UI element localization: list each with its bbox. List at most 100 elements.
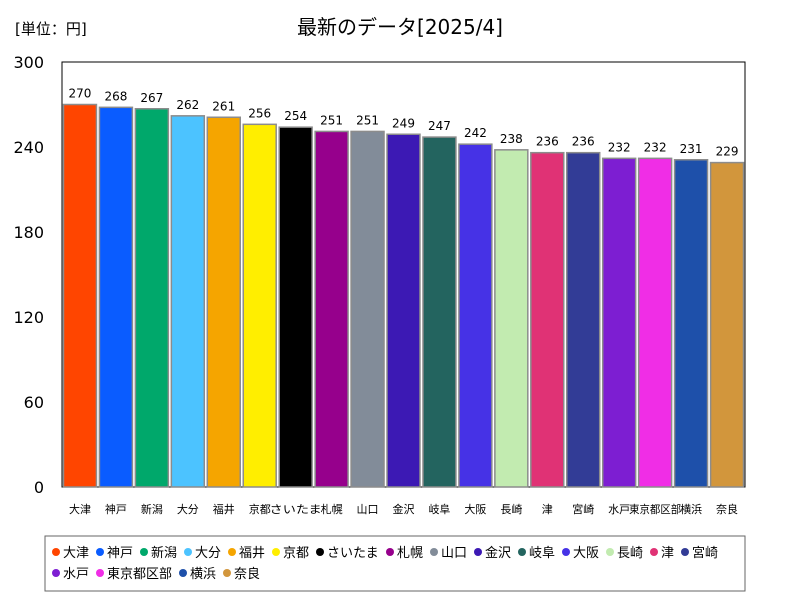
y-axis: 0 60 120 180 240 300 xyxy=(13,53,44,497)
legend-label: 神戸 xyxy=(107,546,133,561)
legend-label: 津 xyxy=(661,546,674,561)
bar-さいたま xyxy=(278,126,313,488)
data-label: 247 xyxy=(428,119,451,133)
legend-label: 大阪 xyxy=(573,546,599,561)
chart-title: 最新のデータ[2025/4] xyxy=(297,15,503,39)
bar-札幌 xyxy=(314,130,349,488)
legend-label: 札幌 xyxy=(397,545,423,561)
x-tick-label: 大津 xyxy=(69,502,91,516)
x-tick-label: 大分 xyxy=(177,502,199,516)
legend-label: 大分 xyxy=(195,546,221,561)
x-tick-label: 札幌 xyxy=(321,502,343,516)
legend-marker xyxy=(52,569,60,577)
legend-label: 奈良 xyxy=(234,566,260,582)
legend-label: 大津 xyxy=(63,546,89,561)
legend-label: 岐阜 xyxy=(529,545,555,561)
x-tick-label: 神戸 xyxy=(105,502,127,516)
data-label: 251 xyxy=(356,113,379,127)
data-label: 270 xyxy=(69,87,92,101)
x-tick-label: 京都 xyxy=(249,502,271,516)
y-tick-label: 0 xyxy=(34,478,44,497)
legend-marker xyxy=(179,569,187,577)
y-tick-label: 240 xyxy=(13,138,44,157)
legend-marker xyxy=(96,548,104,556)
x-tick-label: 大阪 xyxy=(464,502,486,516)
bar-福井 xyxy=(206,116,241,488)
bar-横浜 xyxy=(673,159,709,488)
data-label: 238 xyxy=(500,132,523,146)
x-tick-label: 山口 xyxy=(357,503,379,516)
bar-水戸 xyxy=(601,157,637,488)
legend-label: 新潟 xyxy=(151,545,177,561)
legend-marker xyxy=(562,548,570,556)
x-tick-label: 新潟 xyxy=(141,502,163,516)
data-label: 242 xyxy=(464,126,487,140)
legend-label: 横浜 xyxy=(190,567,216,582)
data-label: 268 xyxy=(104,89,127,103)
bar-奈良 xyxy=(709,161,745,488)
data-label: 236 xyxy=(572,135,595,149)
legend-marker xyxy=(272,548,280,556)
legend-marker xyxy=(316,548,324,556)
legend-marker xyxy=(681,548,689,556)
data-label: 236 xyxy=(536,135,559,149)
bar-新潟 xyxy=(134,108,170,488)
legend-marker xyxy=(606,548,614,556)
legend-label: 京都 xyxy=(283,546,309,561)
legend-label: 東京都区部 xyxy=(107,566,172,582)
x-tick-label: 福井 xyxy=(213,502,235,516)
data-label: 231 xyxy=(680,142,703,156)
y-tick-label: 180 xyxy=(13,223,44,242)
data-label: 249 xyxy=(392,116,415,130)
bars: 270 268 267 262 261 256 254 251 251 249 247 242 238 2… xyxy=(62,87,745,488)
legend-label: 福井 xyxy=(239,546,265,561)
legend-marker xyxy=(223,569,231,577)
x-tick-label: 津 xyxy=(542,503,553,516)
bar-津 xyxy=(530,151,565,488)
data-label: 262 xyxy=(176,98,199,112)
legend-marker xyxy=(518,548,526,556)
bar-大分 xyxy=(170,115,206,488)
legend-marker xyxy=(184,548,192,556)
data-label: 232 xyxy=(644,140,667,154)
legend-label: さいたま xyxy=(327,546,379,561)
x-tick-label: 東京都区部 xyxy=(629,502,681,516)
bar-金沢 xyxy=(386,133,421,488)
y-tick-label: 60 xyxy=(24,393,44,412)
bar-山口 xyxy=(350,130,385,488)
data-label: 232 xyxy=(608,140,631,154)
x-tick-label: 水戸 xyxy=(608,503,630,516)
data-label: 256 xyxy=(248,106,271,120)
x-tick-label: 奈良 xyxy=(716,502,738,516)
bar-宮崎 xyxy=(566,151,601,488)
x-tick-label: 横浜 xyxy=(680,502,702,516)
legend-label: 山口 xyxy=(441,546,467,561)
x-tick-label: 金沢 xyxy=(393,502,415,516)
data-label: 261 xyxy=(212,99,235,113)
unit-label: [単位：円] xyxy=(15,20,87,38)
bar-京都 xyxy=(242,123,277,488)
legend-frame xyxy=(44,535,746,592)
bar-大阪 xyxy=(458,143,493,488)
bar-神戸 xyxy=(98,106,134,488)
data-label: 229 xyxy=(716,145,739,159)
legend-label: 水戸 xyxy=(63,567,89,582)
legend-label: 金沢 xyxy=(485,545,511,561)
x-tick-label: さいたま xyxy=(270,503,322,516)
bar-大津 xyxy=(62,103,98,488)
legend-marker xyxy=(228,548,236,556)
legend-marker xyxy=(386,548,394,556)
x-tick-label: 宮崎 xyxy=(572,502,594,516)
data-label: 251 xyxy=(320,113,343,127)
legend-marker xyxy=(650,548,658,556)
legend-marker xyxy=(52,548,60,556)
legend-marker xyxy=(96,569,104,577)
x-tick-label: 岐阜 xyxy=(428,503,450,516)
data-label: 254 xyxy=(284,109,307,123)
legend-marker xyxy=(430,548,438,556)
bar-東京都区部 xyxy=(637,157,673,488)
legend-marker xyxy=(140,548,148,556)
